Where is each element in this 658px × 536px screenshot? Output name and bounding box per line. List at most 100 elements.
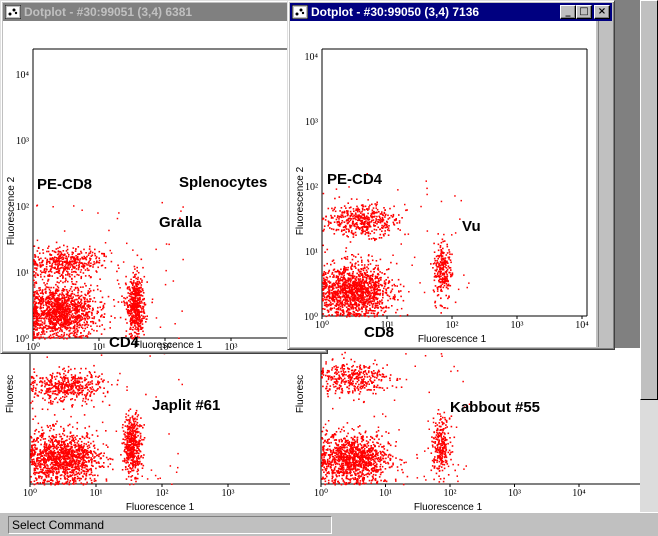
data-point xyxy=(381,454,383,456)
data-point xyxy=(49,469,52,472)
data-point xyxy=(64,476,66,479)
data-point xyxy=(323,453,326,455)
data-point xyxy=(341,466,343,468)
data-point xyxy=(131,299,134,301)
data-point xyxy=(440,444,442,447)
data-point xyxy=(52,206,54,208)
data-point xyxy=(57,446,59,449)
data-point xyxy=(57,259,59,262)
data-point xyxy=(340,456,342,458)
data-point xyxy=(136,307,138,310)
data-point xyxy=(78,466,80,469)
dotplot-window-back[interactable]: Dotplot - #30:99051 (3,4) 6381 10⁴ 10³ 10²… xyxy=(0,0,328,354)
bottom-right-plot[interactable]: 10⁴ 10³ 10² 10¹ 10⁰ Fluoresc Kabbout #55 Flu… xyxy=(290,348,640,512)
data-point xyxy=(41,381,44,384)
data-point xyxy=(126,386,128,388)
data-point xyxy=(324,423,327,426)
data-point xyxy=(373,467,375,469)
data-point xyxy=(65,392,68,395)
data-point xyxy=(151,298,154,300)
data-point xyxy=(82,264,84,266)
data-point xyxy=(88,331,90,333)
data-point xyxy=(132,281,135,284)
data-point xyxy=(72,466,74,469)
data-point xyxy=(126,459,128,462)
data-point xyxy=(79,384,82,386)
data-point xyxy=(73,259,75,261)
data-point xyxy=(44,272,47,274)
data-point xyxy=(78,380,81,383)
data-point xyxy=(35,389,37,392)
data-point xyxy=(60,451,62,453)
data-point xyxy=(365,463,367,465)
data-point xyxy=(344,464,347,466)
title-bar-back[interactable]: Dotplot - #30:99051 (3,4) 6381 xyxy=(3,3,325,21)
data-point xyxy=(136,431,139,434)
data-point xyxy=(380,459,383,461)
data-point xyxy=(353,399,355,402)
data-point xyxy=(81,393,84,396)
data-point xyxy=(126,296,128,299)
data-point xyxy=(94,252,96,255)
data-point xyxy=(120,454,122,456)
data-point xyxy=(43,454,46,456)
data-point xyxy=(365,464,368,466)
data-point xyxy=(383,448,386,450)
data-point xyxy=(63,268,65,270)
data-point xyxy=(34,473,36,476)
data-point xyxy=(136,447,138,449)
data-point xyxy=(394,445,397,447)
data-point xyxy=(125,466,127,468)
bottom-left-plot[interactable]: 10³ 10² 10¹ 10⁰ Fluoresc Japlit #61 Fluores… xyxy=(0,348,290,512)
data-point xyxy=(85,475,88,477)
data-point xyxy=(343,373,345,376)
data-point xyxy=(354,478,357,480)
data-point xyxy=(137,319,140,321)
data-point xyxy=(44,382,46,384)
data-point xyxy=(117,379,119,382)
data-point xyxy=(58,453,60,456)
data-point xyxy=(377,460,380,462)
data-point xyxy=(328,472,330,475)
data-point xyxy=(341,452,344,455)
data-point xyxy=(141,279,143,282)
data-point xyxy=(129,313,132,315)
data-point xyxy=(138,314,140,317)
data-point xyxy=(71,271,73,273)
data-point xyxy=(50,445,52,448)
data-point xyxy=(62,427,65,430)
data-point xyxy=(366,475,369,478)
data-point xyxy=(71,461,74,463)
data-point xyxy=(135,320,137,322)
data-point xyxy=(42,434,44,437)
data-point xyxy=(358,474,360,477)
data-point xyxy=(346,448,349,451)
data-point xyxy=(326,449,329,451)
data-point xyxy=(83,451,86,454)
data-point xyxy=(58,449,61,451)
data-point xyxy=(137,330,140,332)
data-point xyxy=(59,255,62,258)
data-point xyxy=(122,460,124,462)
data-point xyxy=(30,481,33,483)
data-point xyxy=(134,435,137,438)
data-point xyxy=(58,465,61,467)
data-point xyxy=(62,281,64,284)
data-point xyxy=(127,427,130,430)
data-point xyxy=(50,439,53,442)
data-point xyxy=(363,456,366,458)
data-point xyxy=(65,382,68,384)
data-point xyxy=(82,272,85,274)
data-point xyxy=(332,407,334,410)
data-point xyxy=(110,252,113,254)
data-point xyxy=(366,373,368,376)
data-point xyxy=(65,450,67,452)
data-point xyxy=(98,261,101,264)
data-point xyxy=(449,453,451,456)
data-point xyxy=(74,258,77,261)
data-point xyxy=(362,458,364,461)
back-plot-area[interactable]: 10⁴ 10³ 10² 10¹ 10⁰ 10³ 10² 10¹ 10⁰ Fluorescence… xyxy=(3,21,325,351)
x-tick-label: 10⁰ xyxy=(26,342,40,351)
data-point xyxy=(136,270,138,272)
data-point xyxy=(389,379,391,382)
